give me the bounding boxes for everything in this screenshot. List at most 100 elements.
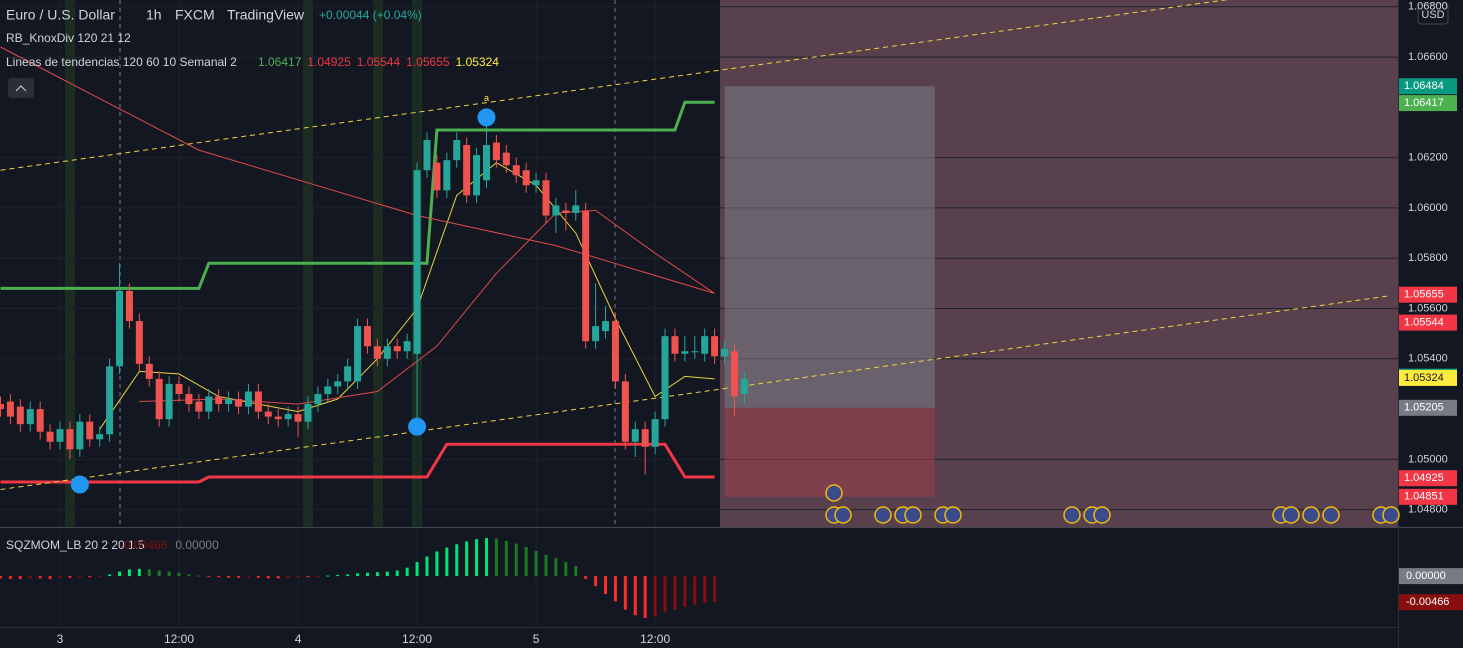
price-tick-label: 1.05400: [1408, 353, 1448, 365]
candle-body: [631, 429, 639, 442]
candle-body: [602, 321, 610, 332]
price-badge: [1399, 488, 1457, 505]
candle-body: [36, 409, 44, 432]
candle-body: [681, 351, 689, 354]
candle-body: [6, 401, 14, 417]
histogram-bar: [38, 576, 42, 579]
indicator-line: [0, 100, 715, 290]
time-tick-label: 4: [295, 632, 302, 646]
signal-marker: [477, 108, 496, 127]
histogram-bar: [217, 576, 221, 578]
candle-body: [264, 411, 272, 417]
candle-body: [562, 210, 570, 213]
candle-body: [492, 142, 500, 161]
histogram-bar: [0, 576, 2, 579]
candle-body: [433, 162, 441, 191]
histogram-bar: [713, 576, 717, 602]
candle-body: [66, 429, 74, 450]
price-badge: [1399, 594, 1463, 611]
oscillator-name[interactable]: SQZMOM_LB 20 2 20 1.5: [6, 538, 145, 552]
histogram-bar: [68, 576, 72, 578]
histogram-bar: [118, 571, 122, 577]
histogram-bar: [8, 576, 12, 579]
histogram-bar: [227, 576, 231, 578]
signal-label: a: [484, 93, 489, 103]
price-badge-label: 1.06484: [1404, 80, 1444, 92]
candle-body: [671, 336, 679, 354]
candle-body: [155, 378, 163, 420]
histogram-bar: [604, 576, 608, 594]
candle-body: [334, 381, 342, 387]
candle-body: [56, 429, 64, 442]
candle-body: [304, 404, 312, 422]
price-badge-label: 1.05324: [1404, 372, 1444, 384]
histogram-bar: [425, 556, 429, 577]
histogram-bar: [415, 562, 419, 577]
price-tick-label: 1.06000: [1408, 202, 1448, 214]
candle-body: [383, 346, 391, 359]
price-badge: [1399, 286, 1457, 303]
histogram-bar: [465, 541, 469, 577]
candle-body: [195, 401, 203, 412]
histogram-bar: [306, 576, 310, 578]
price-badge: [1399, 399, 1457, 416]
indicator-name[interactable]: RB_KnoxDiv 120 21 12: [6, 31, 131, 45]
currency[interactable]: USD: [1421, 9, 1444, 21]
candle-body: [344, 366, 352, 382]
candle-body: [592, 326, 600, 342]
candle-body: [691, 351, 699, 353]
histogram-bar: [524, 547, 528, 577]
candle-body: [76, 421, 84, 450]
change: +0.00044 (+0.04%): [319, 8, 422, 22]
legend-value: 1.06417: [258, 55, 302, 69]
candle-body: [106, 366, 114, 435]
interval[interactable]: 1h: [146, 7, 162, 23]
currency-button[interactable]: [1417, 3, 1449, 25]
candle-body: [314, 393, 322, 405]
histogram-bar: [504, 540, 508, 577]
price-tick-label: 1.04800: [1408, 504, 1448, 516]
price-badge: [1399, 95, 1457, 112]
histogram-bar: [475, 539, 479, 577]
indicator-name[interactable]: Lineas de tendencias 120 60 10 Semanal 2: [6, 55, 237, 69]
histogram-bar: [494, 538, 498, 577]
exchange: FXCM: [175, 7, 215, 23]
price-badge: [1399, 78, 1457, 95]
price-tick-label: 1.05600: [1408, 302, 1448, 314]
legend-value: 0.00000: [175, 538, 219, 552]
candle-body: [0, 404, 4, 410]
candle-body: [413, 170, 421, 354]
price-badge: [1399, 568, 1463, 585]
candle-body: [46, 431, 54, 442]
position-loss: [724, 407, 935, 497]
candle-body: [740, 378, 748, 394]
candle-body: [284, 414, 292, 420]
symbol[interactable]: Euro / U.S. Dollar: [6, 7, 115, 23]
histogram-bar: [594, 576, 598, 587]
candle-body: [324, 386, 332, 394]
time-tick-label: 12:00: [164, 632, 194, 646]
histogram-bar: [58, 576, 62, 578]
legend-value: 1.04925: [307, 55, 351, 69]
histogram-bar: [326, 575, 330, 577]
histogram-bar: [48, 576, 52, 579]
price-tick-label: 1.06800: [1408, 1, 1448, 13]
histogram-bar: [286, 576, 290, 578]
candle-body: [393, 346, 401, 352]
price-badge: [1399, 369, 1457, 386]
header: Euro / U.S. Dollar 1h FXCM TradingView +…: [6, 3, 1449, 552]
candle-body: [373, 346, 381, 359]
histogram-bar: [385, 571, 389, 577]
histogram-bar: [554, 558, 558, 577]
candle-body: [215, 396, 223, 405]
histogram-bar: [574, 566, 578, 577]
histogram-bar: [137, 568, 141, 577]
collapse-icon: [15, 85, 27, 92]
candle-body: [254, 391, 262, 412]
histogram-bar: [167, 571, 171, 577]
collapse-button[interactable]: [8, 78, 34, 98]
candle-body: [611, 321, 619, 382]
candle-body: [542, 180, 550, 216]
price-badge-label: 1.06417: [1404, 97, 1444, 109]
